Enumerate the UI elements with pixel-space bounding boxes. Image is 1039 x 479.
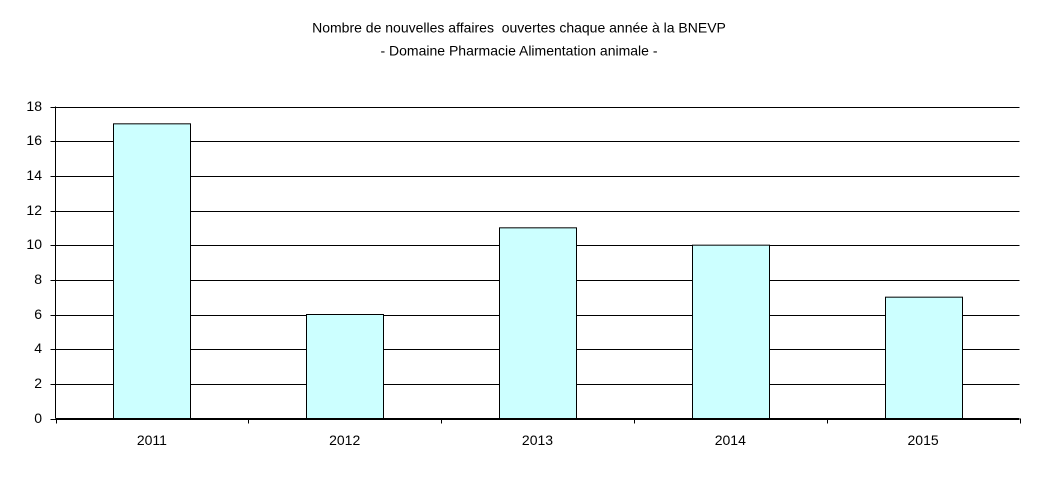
x-tick-label: 2013: [522, 432, 553, 448]
bar: [306, 314, 384, 419]
y-tick-label: 10: [26, 236, 42, 252]
bar: [113, 123, 191, 419]
y-tick-label: 14: [26, 167, 42, 183]
y-tick-label: 0: [34, 410, 42, 426]
bar: [692, 244, 770, 419]
bar: [885, 296, 963, 419]
y-tick-label: 8: [34, 271, 42, 287]
y-tick-label: 4: [34, 340, 42, 356]
x-tick-label: 2012: [329, 432, 360, 448]
x-tick-label: 2015: [908, 432, 939, 448]
x-tick-label: 2014: [715, 432, 746, 448]
chart-subtitle: - Domaine Pharmacie Alimentation animale…: [380, 43, 657, 59]
y-tick-label: 18: [26, 98, 42, 114]
y-tick-label: 2: [34, 375, 42, 391]
x-tick-label: 2011: [137, 432, 167, 448]
y-tick-label: 16: [26, 132, 42, 148]
chart-title: Nombre de nouvelles affaires ouvertes ch…: [312, 20, 726, 36]
y-tick-label: 12: [26, 202, 42, 218]
y-tick-label: 6: [34, 306, 42, 322]
bar: [499, 227, 577, 419]
